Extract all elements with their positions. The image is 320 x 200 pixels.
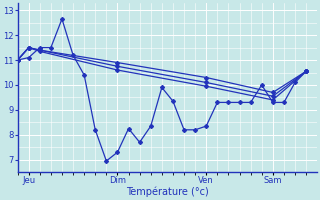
X-axis label: Température (°c): Température (°c) — [126, 187, 209, 197]
